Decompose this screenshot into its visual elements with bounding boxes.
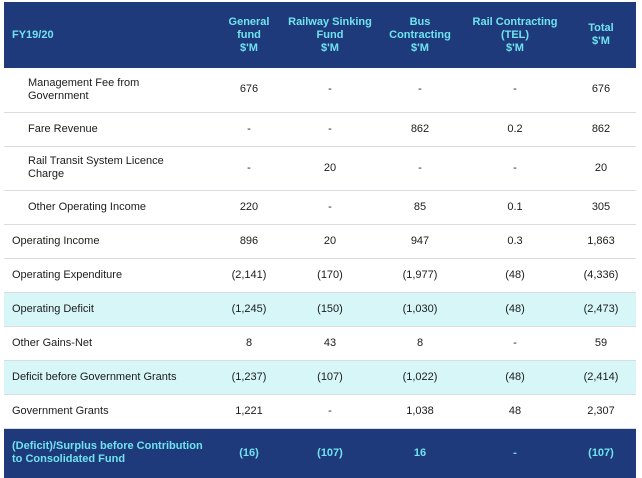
table-row: Management Fee from Government 676 - - - … [4,68,636,113]
cell-total: 1,863 [566,224,636,259]
cell-rail-contracting: - [464,68,566,113]
cell-bus-contracting: (1,977) [376,258,464,293]
table-row: Rail Transit System Licence Charge - 20 -… [4,146,636,191]
header-bus-contracting: Bus Contracting $'M [389,15,451,54]
cell-railway-sinking-fund: - [284,190,376,225]
table-header-row: FY19/20 General fund $'M Railway Sinking Fu… [4,2,636,68]
table-row-highlighted: Deficit before Government Grants (1,237)… [4,360,636,395]
cell-railway-sinking-fund: 20 [284,224,376,259]
cell-general-fund: (2,141) [214,258,284,293]
cell-railway-sinking-fund: - [284,68,376,113]
cell-bus-contracting: 85 [376,190,464,225]
cell-bus-contracting: 1,038 [376,394,464,429]
cell-general-fund: 8 [214,326,284,361]
cell-bus-contracting: 8 [376,326,464,361]
row-label: Other Gains-Net [4,326,214,361]
cell-general-fund: 676 [214,68,284,113]
cell-rail-contracting: (48) [464,292,566,327]
cell-total: 676 [566,68,636,113]
cell-bus-contracting: - [376,146,464,191]
table-row: Fare Revenue - - 862 0.2 862 [4,112,636,147]
cell-railway-sinking-fund: - [284,394,376,429]
cell-railway-sinking-fund: 43 [284,326,376,361]
cell-general-fund: (1,237) [214,360,284,395]
cell-railway-sinking-fund: (107) [317,446,343,459]
row-label: Other Operating Income [4,190,214,225]
cell-total: 59 [566,326,636,361]
cell-railway-sinking-fund: (170) [284,258,376,293]
cell-rail-contracting: - [513,446,517,459]
cell-general-fund: (16) [239,446,259,459]
cell-bus-contracting: (1,030) [376,292,464,327]
financial-table-container: FY19/20 General fund $'M Railway Sinking Fu… [4,2,636,478]
cell-rail-contracting: (48) [464,360,566,395]
row-label: Operating Deficit [4,292,214,327]
header-railway-sinking-fund: Railway Sinking Fund $'M [288,15,372,54]
cell-general-fund: 1,221 [214,394,284,429]
cell-total: 20 [566,146,636,191]
cell-general-fund: 220 [214,190,284,225]
table-row: Government Grants 1,221 - 1,038 48 2,307 [4,394,636,429]
cell-general-fund: 896 [214,224,284,259]
row-label: (Deficit)/Surplus before Contribution to … [12,440,203,466]
header-fiscal-year: FY19/20 [12,28,54,41]
cell-railway-sinking-fund: - [284,112,376,147]
cell-rail-contracting: - [464,146,566,191]
cell-total: 2,307 [566,394,636,429]
cell-rail-contracting: 0.2 [464,112,566,147]
cell-total: (4,336) [566,258,636,293]
financial-summary-table: FY19/20 General fund $'M Railway Sinking Fu… [4,2,636,478]
cell-total: 862 [566,112,636,147]
table-row: Other Operating Income 220 - 85 0.1 305 [4,190,636,225]
header-general-fund: General fund $'M [228,15,270,54]
row-label: Management Fee from Government [4,68,214,113]
cell-general-fund: (1,245) [214,292,284,327]
cell-bus-contracting: (1,022) [376,360,464,395]
table-row: Operating Income 896 20 947 0.3 1,863 [4,224,636,259]
cell-rail-contracting: (48) [464,258,566,293]
cell-bus-contracting: 16 [413,446,427,459]
header-total: Total $'M [588,22,614,47]
cell-general-fund: - [214,146,284,191]
cell-rail-contracting: 0.1 [464,190,566,225]
cell-railway-sinking-fund: 20 [284,146,376,191]
cell-total: (2,473) [566,292,636,327]
cell-total: (2,414) [566,360,636,395]
row-label: Operating Expenditure [4,258,214,293]
cell-rail-contracting: - [464,326,566,361]
cell-bus-contracting: - [376,68,464,113]
header-rail-contracting-tel: Rail Contracting (TEL) $'M [472,15,558,54]
cell-rail-contracting: 48 [464,394,566,429]
row-label: Government Grants [4,394,214,429]
row-label: Operating Income [4,224,214,259]
cell-bus-contracting: 862 [376,112,464,147]
row-label: Deficit before Government Grants [4,360,214,395]
cell-railway-sinking-fund: (107) [284,360,376,395]
row-label: Fare Revenue [4,112,214,147]
row-label: Rail Transit System Licence Charge [4,146,214,191]
table-row-highlighted: Operating Deficit (1,245) (150) (1,030) … [4,292,636,327]
cell-total: (107) [588,446,614,459]
cell-railway-sinking-fund: (150) [284,292,376,327]
table-row: Operating Expenditure (2,141) (170) (1,9… [4,258,636,293]
cell-total: 305 [566,190,636,225]
cell-bus-contracting: 947 [376,224,464,259]
table-row: Other Gains-Net 8 43 8 - 59 [4,326,636,361]
cell-general-fund: - [214,112,284,147]
cell-rail-contracting: 0.3 [464,224,566,259]
table-total-row: (Deficit)/Surplus before Contribution to … [4,428,636,478]
